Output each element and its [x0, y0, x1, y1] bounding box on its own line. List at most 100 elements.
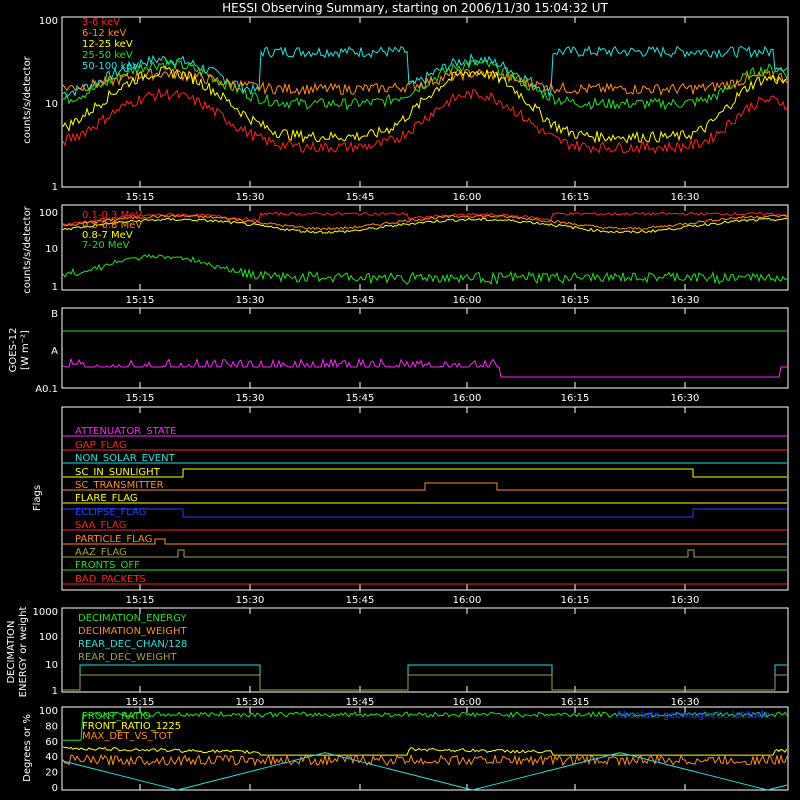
flag-label-8: PARTICLE_FLAG [75, 534, 152, 545]
panel-flags-xtick-label: 16:30 [671, 595, 700, 606]
panel-decimation-legend-3: REAR_DEC_WEIGHT [78, 652, 177, 663]
panel-decimation-frame [61, 607, 789, 693]
panel-rates-high-ylabel: counts/s/detector [22, 205, 33, 293]
panel-ratios-ytick-label: 60 [45, 737, 58, 748]
flag-line-8 [63, 538, 787, 545]
panel-rates-high-ytick-label: 1 [52, 282, 58, 293]
panel-decimation-ytick-label: 1000 [33, 607, 58, 618]
panel-ratios-ytick-label: 80 [45, 721, 58, 732]
panel-rates-high-xtick-label: 15:30 [236, 295, 265, 306]
decimation-rear-chan-series [63, 664, 787, 691]
panel-ratios-ytick-label: 100 [39, 706, 58, 717]
panel-rates-low-legend-1: 6-12 keV [82, 28, 126, 39]
panel-ratios-legend-0: FRONT_RATIO [82, 711, 151, 722]
panel-rates-low-ytick-label: 1 [52, 182, 58, 193]
panel-goes-xtick-label: 16:30 [671, 393, 700, 404]
panel-decimation-xtick-label: 15:15 [126, 697, 155, 708]
panel-goes-ylabel-unit: [W m⁻²] [20, 330, 31, 370]
panel-rates-high-legend-0: 0.1-0.3 MeV [82, 210, 142, 221]
panel-rates-high-legend-2: 0.8-7 MeV [82, 230, 133, 241]
panel-rates-high-xtick-label: 15:15 [126, 295, 155, 306]
series-25-50kev [62, 58, 788, 111]
panel-goes-ytick-label: B [51, 309, 58, 320]
flag-label-4: SC_TRANSMITTER [75, 480, 164, 491]
panel-ratios-frame [61, 706, 789, 791]
panel-rates-low-ytick-label: 100 [39, 16, 58, 27]
panel-rates-high-legend-3: 7-20 MeV [82, 240, 130, 251]
panel-ratios-annotation: Absolute geomagnetic latitude [616, 710, 770, 721]
panel-rates-low-frame [61, 16, 789, 188]
flag-line-4 [63, 482, 787, 491]
front-ratio-1225-series [62, 746, 788, 756]
panel-goes-ytick-label: A0.1 [35, 384, 58, 395]
panel-flags-xtick-label: 16:00 [453, 595, 482, 606]
panel-rates-low-xtick-label: 15:45 [346, 192, 375, 203]
panel-rates-high-xtick-label: 16:00 [453, 295, 482, 306]
panel-goes-xtick-label: 16:00 [453, 393, 482, 404]
panel-goes-xtick-label: 15:30 [236, 393, 265, 404]
panel-rates-high-series-3 [62, 253, 788, 286]
panel-ratios-legend-1: FRONT_RATIO_1225 [82, 721, 181, 732]
panel-goes-ylabel: GOES-12 [8, 328, 19, 373]
flag-label-2: NON_SOLAR_EVENT [75, 453, 176, 464]
panel-rates-high-frame [61, 204, 789, 291]
flag-label-7: SAA_FLAG [75, 520, 126, 531]
panel-rates-low-xtick-label: 16:00 [453, 192, 482, 203]
panel-decimation-ytick-label: 10 [45, 660, 58, 671]
flag-line-3 [63, 468, 787, 478]
panel-ratios-ylabel: Degrees or % [22, 714, 33, 782]
panel-rates-low-ytick-label: 10 [45, 99, 58, 110]
panel-flags-xtick-label: 15:15 [126, 595, 155, 606]
series-6-12kev [62, 67, 788, 97]
panel-decimation-xtick-label: 15:30 [236, 697, 265, 708]
panel-rates-low-legend-4: 50-100 keV [82, 61, 139, 72]
panel-rates-high-series-0 [62, 211, 788, 226]
panel-rates-low-legend-0: 3-6 keV [82, 17, 120, 28]
panel-rates-low-legend-3: 25-50 keV [82, 50, 133, 61]
panel-decimation-legend-1: DECIMATION_WEIGHT [78, 626, 187, 637]
panel-rates-high-ytick-label: 10 [45, 244, 58, 255]
panel-rates-high-xtick-label: 16:30 [671, 295, 700, 306]
series-3-6kev [62, 87, 788, 155]
panel-decimation-legend-2: REAR_DEC_CHAN/128 [78, 639, 187, 650]
panel-goes-frame [61, 307, 789, 389]
panel-rates-high-xtick-label: 15:45 [346, 295, 375, 306]
panel-rates-low-xtick-label: 16:15 [561, 192, 590, 203]
panel-rates-low-xtick-label: 15:15 [126, 192, 155, 203]
panel-ratios-legend-2: MAX_DET_VS_TOT [82, 731, 174, 742]
flag-label-6: ECLIPSE_FLAG [75, 507, 146, 518]
panel-rates-high-series-2 [62, 217, 788, 234]
panel-ratios-ytick-label: 20 [45, 768, 58, 779]
flag-line-6 [63, 508, 787, 518]
panel-rates-high-ytick-label: 100 [39, 208, 58, 219]
goes-short-series [62, 357, 787, 378]
flag-label-3: SC_IN_SUNLIGHT [75, 467, 161, 478]
panel-rates-high-legend-1: 0.3-0.8 MeV [82, 220, 142, 231]
flag-label-9: AAZ_FLAG [75, 547, 127, 558]
panel-rates-high-series-1 [62, 214, 788, 231]
panel-decimation-xtick-label: 16:15 [561, 697, 590, 708]
panel-decimation-ylabel-2: ENERGY or weight [18, 607, 29, 698]
panel-flags-frame [61, 406, 789, 591]
geomag-latitude-series [62, 752, 788, 791]
series-12-25kev [62, 66, 788, 144]
flag-label-0: ATTENUATOR_STATE [75, 426, 176, 437]
panel-goes-ytick-label: A [51, 346, 58, 357]
panel-goes-xtick-label: 16:15 [561, 393, 590, 404]
series-50-100kev [62, 45, 788, 98]
panel-decimation-legend-0: DECIMATION_ENERGY [78, 613, 187, 624]
panel-flags-ylabel: Flags [32, 485, 43, 511]
panel-goes-xtick-label: 15:15 [126, 393, 155, 404]
flag-label-1: GAP_FLAG [75, 440, 127, 451]
panel-rates-low-xtick-label: 16:30 [671, 192, 700, 203]
panel-flags-xtick-label: 15:45 [346, 595, 375, 606]
panel-goes-xtick-label: 15:45 [346, 393, 375, 404]
panel-ratios-ytick-label: 40 [45, 752, 58, 763]
figure-title: HESSI Observing Summary, starting on 200… [222, 1, 608, 15]
flag-label-5: FLARE_FLAG [75, 493, 138, 504]
flag-label-10: FRONTS_OFF [75, 560, 140, 571]
panel-decimation-xtick-label: 16:00 [453, 697, 482, 708]
decimation-rear-weight-series [63, 674, 787, 691]
